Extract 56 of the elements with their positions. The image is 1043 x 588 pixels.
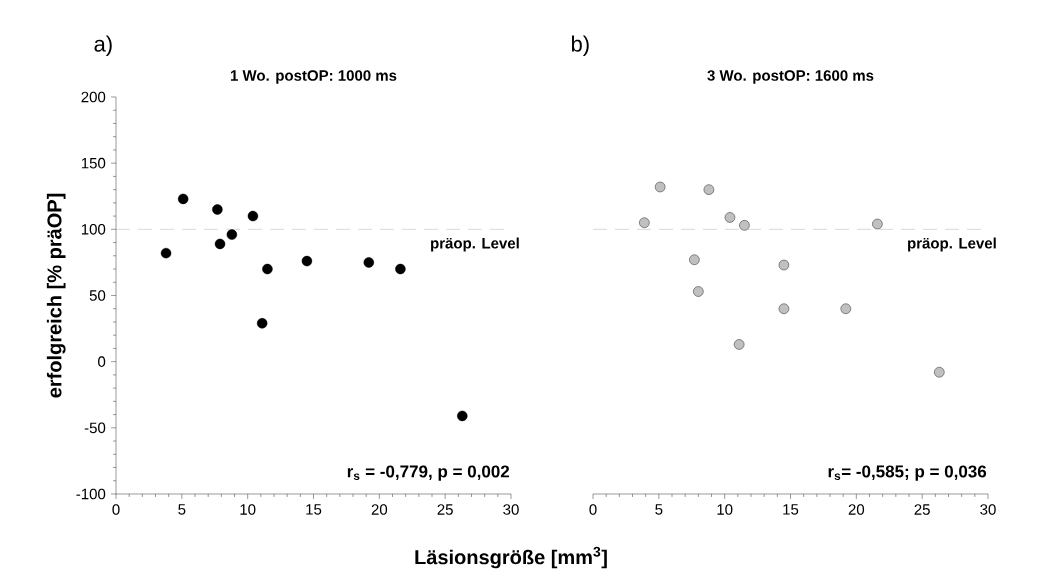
y-tick-label: 150 [81, 157, 106, 169]
point [395, 263, 406, 275]
y-axis-title: erfolgreich [% präOP] [46, 193, 66, 398]
point [363, 257, 375, 268]
point [689, 254, 700, 265]
point [247, 210, 259, 222]
x-tick-label: 25 [914, 504, 930, 515]
point [256, 318, 268, 329]
x-tick-label: 20 [848, 504, 865, 515]
point [226, 229, 238, 240]
y-tick-label: 100 [81, 224, 106, 235]
y-tick-label: 0 [98, 356, 106, 367]
point [739, 220, 750, 231]
point [457, 410, 468, 422]
chart-title: 1 Wo. postOP: 1000 ms [230, 70, 397, 84]
x-axis-title: Läsionsgröße [mm$^{3}$] [415, 546, 607, 569]
ref-line-label: präop. Level [908, 237, 996, 252]
y-tick-label: -50 [84, 422, 106, 434]
y-tick-label: 200 [81, 91, 106, 103]
x-tick-label: 5 [655, 504, 663, 515]
point [262, 263, 273, 275]
point [177, 193, 189, 205]
point [654, 181, 666, 193]
x-tick-label: 0 [589, 504, 597, 515]
x-tick-label: 10 [717, 504, 733, 515]
x-tick-label: 30 [980, 504, 996, 515]
point [160, 247, 172, 259]
point [693, 286, 704, 297]
point [778, 259, 790, 271]
ref-line-label: präop. Level [431, 237, 519, 252]
text: b) [571, 35, 589, 57]
point [934, 367, 945, 378]
y-tick-label: 50 [89, 290, 106, 301]
chart-title: 3 Wo. postOP: 1600 ms [707, 70, 874, 84]
text: a) [94, 35, 112, 57]
x-tick-label: 5 [178, 504, 186, 515]
point [778, 303, 790, 314]
x-tick-label: 15 [783, 504, 799, 515]
point [733, 339, 745, 350]
point [724, 212, 736, 223]
x-tick-label: 20 [371, 504, 388, 515]
point [703, 184, 715, 195]
point [212, 204, 223, 215]
point [639, 217, 650, 228]
x-tick-label: 25 [437, 504, 453, 515]
annotation: r$_{s}$= -0,585; p = 0,036 [828, 465, 987, 481]
x-tick-label: 0 [112, 504, 120, 515]
point [872, 218, 883, 230]
x-tick-label: 30 [503, 504, 519, 515]
point [301, 255, 313, 267]
x-tick-label: 10 [240, 504, 256, 515]
point [840, 303, 852, 314]
point [214, 238, 226, 250]
annotation: r$_{s}$ = -0,779, p = 0,002 [347, 465, 510, 481]
x-tick-label: 15 [306, 504, 322, 515]
y-tick-label: -100 [76, 488, 106, 500]
